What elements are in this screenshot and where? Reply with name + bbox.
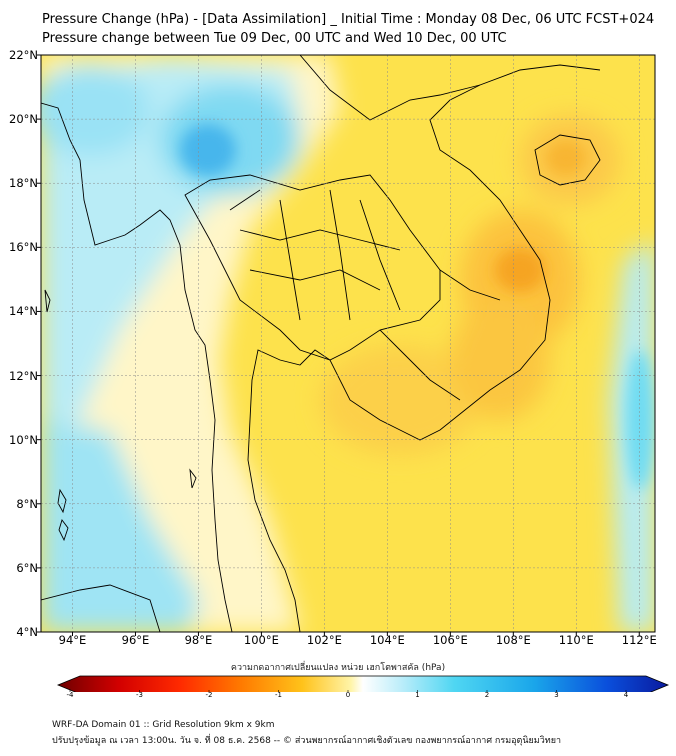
colorbar-tick: -3 <box>136 691 143 699</box>
lon-label: 102°E <box>306 633 342 647</box>
footer-model-info: WRF-DA Domain 01 :: Grid Resolution 9km … <box>52 720 275 730</box>
lat-label: 12°N <box>9 368 38 383</box>
lat-label: 4°N <box>16 625 38 639</box>
lat-label: 6°N <box>16 560 38 575</box>
lon-label: 98°E <box>184 633 213 647</box>
colorbar-tick: 2 <box>484 691 490 699</box>
lat-label: 20°N <box>9 112 38 127</box>
chart-subtitle: Pressure change between Tue 09 Dec, 00 U… <box>42 31 507 46</box>
pressure-field <box>41 55 655 632</box>
colorbar-tick: -1 <box>275 691 282 699</box>
lon-label: 108°E <box>495 633 531 647</box>
lon-label: 94°E <box>58 633 87 647</box>
lat-label: 8°N <box>16 496 38 511</box>
graticule <box>41 55 655 632</box>
coastlines <box>41 55 601 632</box>
lon-label: 110°E <box>558 633 594 647</box>
lat-label: 10°N <box>9 432 38 447</box>
lon-label: 104°E <box>369 633 405 647</box>
map-frame <box>40 54 656 633</box>
colorbar-tick: 3 <box>554 691 559 699</box>
lon-label: 106°E <box>432 633 468 647</box>
lon-label: 96°E <box>121 633 150 647</box>
colorbar-tick: -2 <box>205 691 213 699</box>
colorbar-label: ความกดอากาศเปลี่ยนแปลง หน่วย เฮกโตพาสคัล… <box>230 663 446 673</box>
colorbar-tick: 4 <box>623 691 629 699</box>
lon-label: 112°E <box>621 633 657 647</box>
lat-label: 16°N <box>9 240 38 255</box>
footer-update-info: ปรับปรุงข้อมูล ณ เวลา 13:00น. วัน จ. ที่… <box>52 736 562 746</box>
colorbar <box>56 675 670 692</box>
colorbar-tick: -4 <box>66 691 74 699</box>
colorbar-bar <box>56 675 670 692</box>
lon-label: 100°E <box>243 633 279 647</box>
lat-label: 22°N <box>9 48 38 62</box>
chart-title: Pressure Change (hPa) - [Data Assimilati… <box>42 12 655 27</box>
lat-label: 18°N <box>9 176 38 191</box>
colorbar-tick: 0 <box>345 691 351 699</box>
lat-label: 14°N <box>9 304 38 319</box>
colorbar-tick: 1 <box>415 691 420 699</box>
